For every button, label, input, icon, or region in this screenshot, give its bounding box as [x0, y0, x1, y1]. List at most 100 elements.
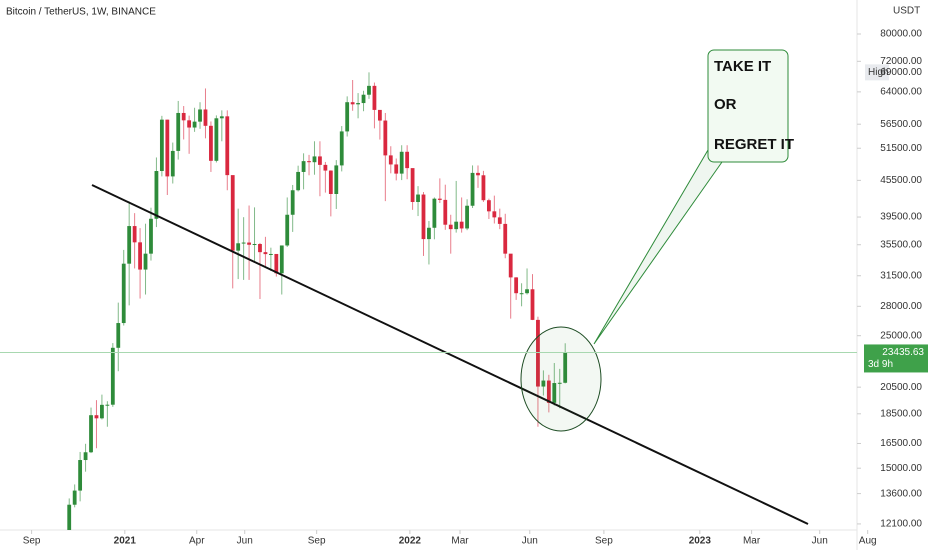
candle-body: [159, 119, 164, 172]
candle-body: [154, 171, 159, 219]
currency-label: USDT: [893, 6, 920, 17]
candle-body: [470, 172, 475, 206]
candle-body: [377, 109, 382, 121]
candle-body: [486, 200, 491, 212]
callout-text: REGRET IT: [714, 136, 794, 153]
candle-body: [165, 119, 170, 177]
candle-body: [356, 103, 360, 105]
y-tick-label: 72000.00: [880, 56, 922, 67]
candle-body: [301, 161, 306, 172]
candle-body: [100, 404, 104, 419]
candle-body: [203, 109, 208, 126]
candle-body: [552, 383, 557, 403]
candle-body: [339, 131, 344, 166]
candle-body: [448, 224, 453, 230]
countdown-label: 3d 9h: [868, 359, 893, 370]
candle-body: [427, 227, 431, 240]
candle-body: [252, 244, 257, 246]
highlight-circle: [520, 326, 602, 432]
last-price-label: 23435.63: [882, 347, 924, 358]
high-marker-name: High: [868, 67, 889, 78]
y-tick-label: 25000.00: [880, 330, 922, 341]
candle-body: [247, 242, 251, 245]
candle-body: [437, 198, 442, 200]
candle-body: [557, 382, 562, 384]
candle-body: [514, 277, 519, 294]
candle-body: [263, 252, 268, 255]
candle-body: [274, 253, 279, 274]
y-tick-label: 15000.00: [880, 463, 922, 474]
candle-body: [345, 102, 350, 132]
candle-body: [121, 263, 126, 324]
x-tick-label: Jun: [812, 536, 828, 547]
y-tick-label: 12100.00: [880, 519, 922, 530]
candle-body: [503, 223, 508, 254]
y-tick-label: 20500.00: [880, 382, 922, 393]
y-tick-label: 16500.00: [880, 438, 922, 449]
y-tick-label: 64000.00: [880, 87, 922, 98]
high-marker-price: 69000.00: [880, 67, 922, 78]
candle-body: [546, 380, 551, 403]
candle-body: [230, 175, 235, 251]
candle-body: [388, 155, 393, 165]
candle-body: [350, 102, 355, 105]
candle-body: [138, 242, 142, 270]
candle-body: [110, 347, 115, 405]
candle-body: [290, 190, 295, 215]
candle-body: [72, 490, 77, 505]
candle-body: [459, 221, 464, 229]
candle-body: [530, 289, 535, 320]
candle-body: [525, 289, 529, 294]
candle-body: [279, 245, 284, 274]
candle-body: [105, 404, 110, 406]
candle-body: [143, 253, 148, 270]
y-tick-label: 56500.00: [880, 119, 922, 130]
last-price-box: [864, 344, 928, 373]
candle-body: [67, 504, 72, 530]
candle-body: [176, 112, 181, 151]
candle-body: [394, 164, 399, 174]
candle-body: [372, 85, 377, 110]
candle-body: [497, 217, 502, 224]
candle-body: [83, 452, 88, 461]
candle-body: [258, 244, 262, 253]
x-tick-label: Aug: [859, 536, 877, 547]
candle-body: [198, 109, 202, 122]
x-tick-label: Jun: [237, 536, 253, 547]
candle-body: [508, 253, 513, 278]
x-tick-label: Mar: [451, 536, 469, 547]
x-tick-label: 2023: [689, 536, 712, 547]
x-tick-label: Sep: [23, 536, 41, 547]
candle-body: [241, 242, 246, 244]
candle-body: [492, 211, 497, 218]
x-tick-label: Apr: [189, 536, 205, 547]
candle-body: [405, 151, 410, 169]
candle-body: [127, 226, 132, 264]
x-tick-label: Sep: [595, 536, 613, 547]
candle-body: [328, 170, 333, 194]
chart-title: Bitcoin / TetherUS, 1W, BINANCE: [6, 7, 156, 18]
candle-body: [181, 112, 186, 121]
callout-box: [707, 49, 789, 163]
candle-body: [383, 120, 388, 156]
candle-body: [116, 323, 121, 348]
candle-body: [361, 94, 366, 104]
y-tick-label: 13600.00: [880, 488, 922, 499]
y-tick-label: 45500.00: [880, 175, 922, 186]
candle-body: [268, 253, 273, 255]
callout-pointer: [593, 149, 723, 345]
candle-body: [170, 150, 175, 177]
candle-body: [132, 226, 137, 243]
candles: [67, 72, 568, 530]
candle-body: [323, 164, 328, 171]
candle-body: [476, 172, 480, 176]
candle-body: [89, 415, 93, 453]
y-tick-label: 80000.00: [880, 29, 922, 40]
y-tick-label: 51500.00: [880, 143, 922, 154]
candle-body: [209, 125, 213, 161]
candle-body: [443, 199, 448, 225]
y-tick-label: 18500.00: [880, 408, 922, 419]
trend-line: [91, 184, 809, 525]
candle-body: [410, 168, 415, 202]
y-tick-label: 39500.00: [880, 212, 922, 223]
